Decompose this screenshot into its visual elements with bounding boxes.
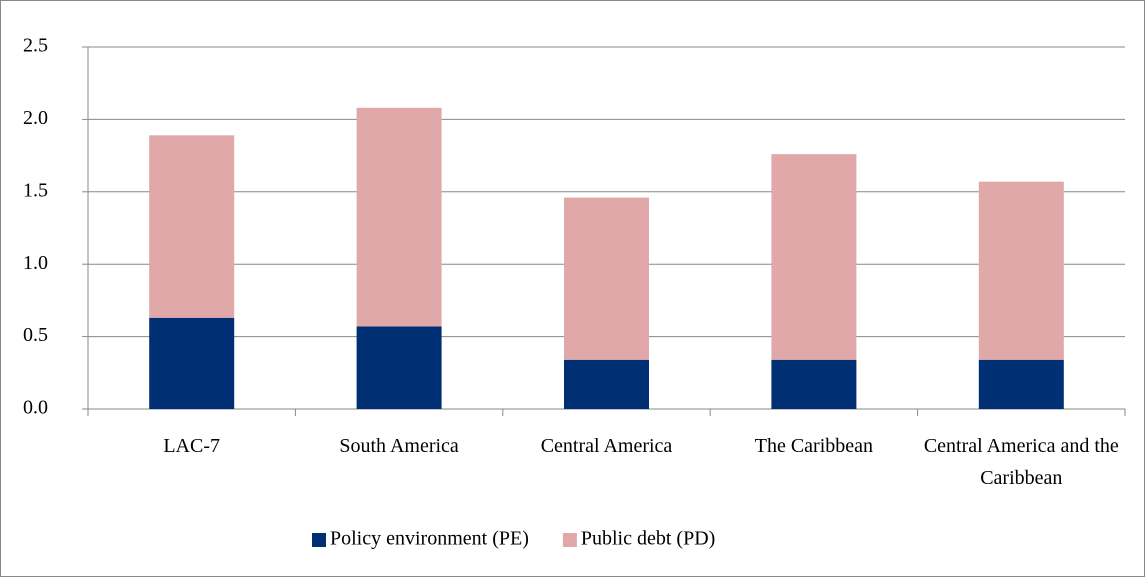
bar-segment xyxy=(771,359,857,409)
x-tick-label: South America xyxy=(339,435,459,457)
y-tick-label: 2.0 xyxy=(23,107,48,129)
y-tick-label: 0.5 xyxy=(23,324,48,346)
y-tick-label: 0.0 xyxy=(23,397,48,419)
x-tick-label: LAC-7 xyxy=(163,435,221,457)
legend-swatch xyxy=(312,533,326,547)
bar-segment xyxy=(564,359,649,409)
bar-segment xyxy=(564,197,649,360)
x-tick-label: The Caribbean xyxy=(754,435,874,457)
y-tick-label: 1.5 xyxy=(23,179,48,201)
bar-segment xyxy=(149,135,235,318)
x-tick-label: Central America and the Caribbean xyxy=(923,435,1119,489)
y-tick-label: 1.0 xyxy=(23,252,48,274)
bar-segment xyxy=(978,359,1064,409)
bar-segment xyxy=(149,317,235,409)
bar-segment xyxy=(978,181,1064,360)
y-tick-label: 2.5 xyxy=(23,35,48,57)
x-tick-label: Central America xyxy=(540,435,673,457)
legend-label: Public debt (PD) xyxy=(581,528,715,550)
bar-segment xyxy=(771,154,857,360)
bar-segment xyxy=(356,107,442,327)
bar-segment xyxy=(356,326,442,409)
legend-label: Policy environment (PE) xyxy=(330,528,529,550)
legend-swatch xyxy=(562,533,577,547)
